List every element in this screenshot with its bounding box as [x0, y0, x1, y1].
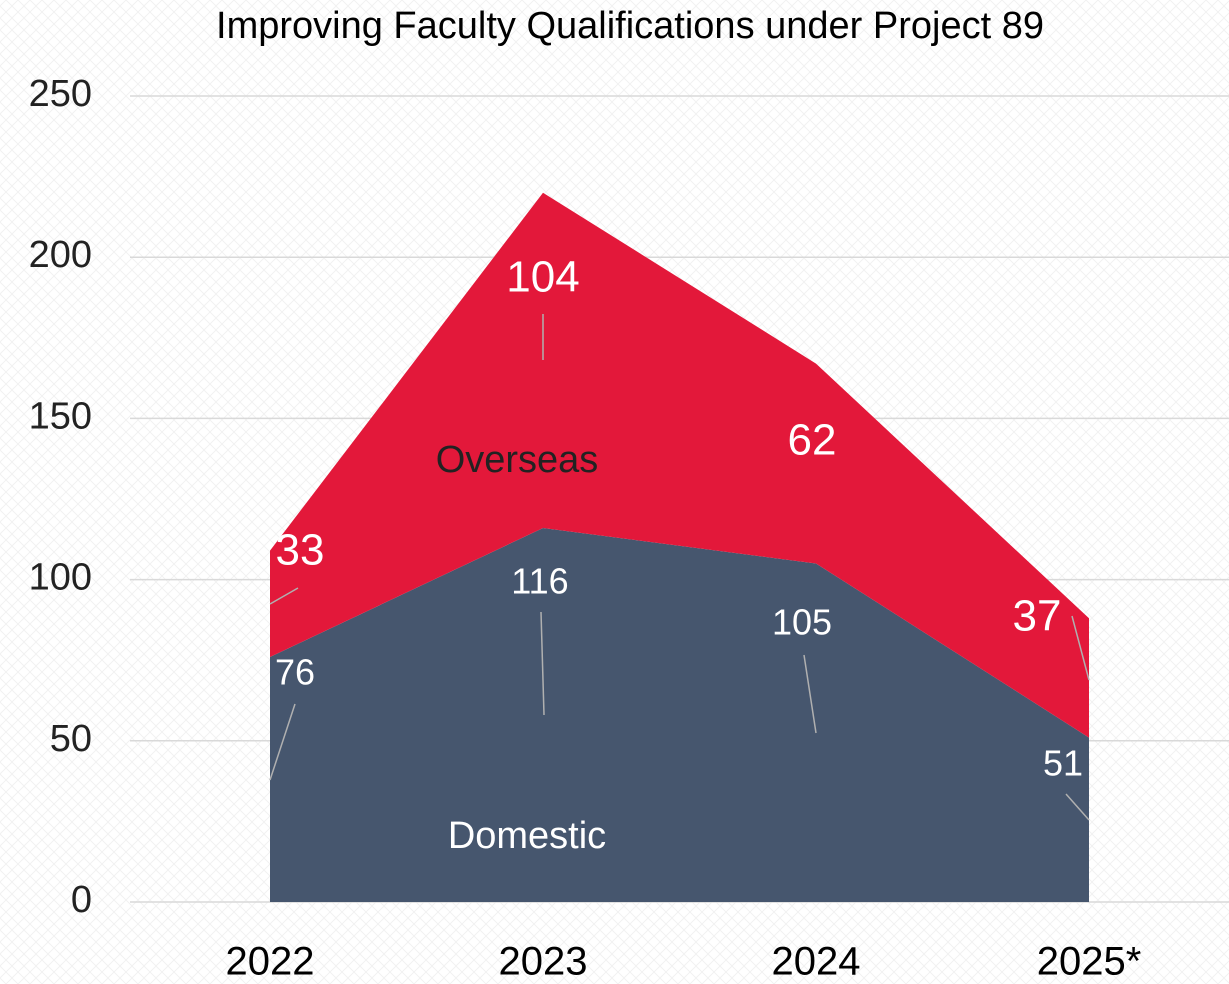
x-tick-label: 2024: [772, 940, 861, 984]
x-tick-label: 2022: [226, 940, 315, 984]
y-tick-label: 250: [29, 73, 92, 115]
leader-line: [540, 611, 545, 716]
x-tick-label: 2025*: [1037, 940, 1142, 984]
y-tick-label: 0: [71, 879, 92, 921]
leader-line: [269, 703, 296, 781]
x-tick-label: 2023: [499, 940, 588, 984]
leader-line: [1065, 793, 1090, 821]
y-tick-label: 50: [50, 718, 92, 760]
data-label: 116: [511, 561, 568, 602]
data-label: 76: [275, 652, 315, 693]
chart-title: Improving Faculty Qualifications under P…: [216, 5, 1044, 47]
leader-line: [269, 587, 299, 605]
leader-line: [1071, 615, 1090, 681]
leader-line: [803, 654, 817, 734]
data-label: 62: [788, 416, 837, 465]
series-label: Domestic: [448, 815, 606, 857]
series-label: Overseas: [436, 439, 599, 481]
area: [270, 192, 1089, 738]
data-label: 51: [1043, 743, 1083, 784]
data-label: 104: [506, 253, 579, 302]
data-label: 33: [276, 526, 325, 575]
data-label: 37: [1013, 592, 1062, 641]
area: [270, 528, 1089, 902]
y-tick-label: 150: [29, 395, 92, 437]
data-label: 105: [772, 602, 832, 643]
y-tick-label: 100: [29, 557, 92, 599]
y-tick-label: 200: [29, 234, 92, 276]
